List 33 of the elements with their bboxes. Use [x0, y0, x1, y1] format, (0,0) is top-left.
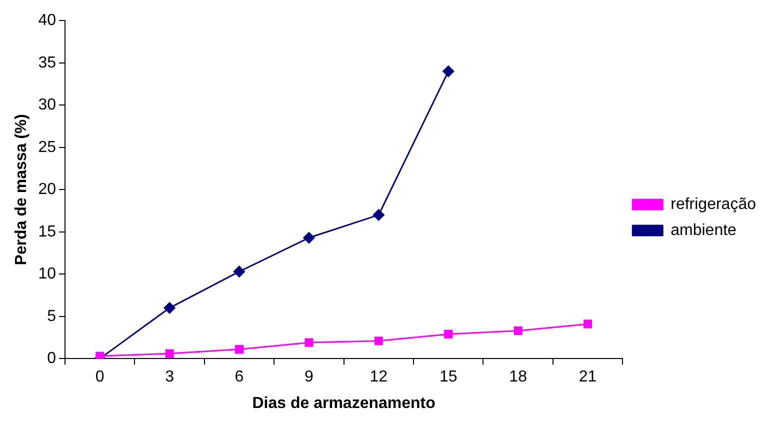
point [164, 302, 176, 314]
y-tick-label: 0 [47, 350, 56, 368]
y-tick-label: 10 [38, 266, 56, 283]
x-tick-label: 15 [439, 368, 458, 386]
x-axis-title: Dias de armazenamento [252, 394, 436, 412]
point [165, 349, 174, 358]
point [304, 338, 314, 347]
x-tick-label: 12 [370, 368, 388, 386]
x-tick-label: 21 [578, 368, 597, 386]
point [514, 326, 522, 335]
y-tick-label: 35 [38, 54, 56, 72]
legend-label: ambiente [670, 222, 737, 239]
y-tick-label: 15 [38, 223, 56, 240]
point [442, 66, 454, 78]
y-tick-label: 5 [47, 308, 56, 325]
point [444, 330, 453, 338]
y-tick-label: 30 [38, 96, 56, 114]
y-tick-label: 25 [38, 138, 56, 156]
point [583, 320, 592, 328]
point [303, 232, 315, 244]
point [374, 336, 383, 346]
y-tick-label: 40 [38, 12, 56, 30]
legend-label: refrigeração [670, 196, 756, 213]
y-tick-label: 20 [38, 181, 56, 198]
x-tick-label: 9 [304, 368, 314, 386]
y-axis-title: Perda de massa (%) [13, 114, 30, 266]
point [372, 209, 384, 221]
x-tick-label: 18 [509, 368, 528, 386]
point [234, 266, 246, 278]
x-tick-label: 0 [95, 368, 104, 386]
x-tick-label: 6 [234, 368, 244, 386]
x-tick-label: 3 [165, 368, 174, 386]
point [234, 345, 244, 354]
